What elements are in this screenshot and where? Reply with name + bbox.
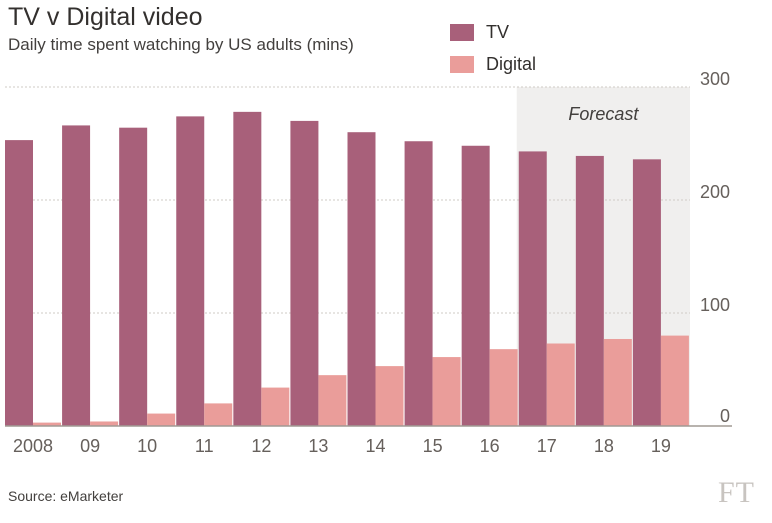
x-tick-label-11: 11 [195,436,214,456]
bar-tv-10 [119,127,148,427]
legend-swatch-digital [450,56,474,73]
forecast-label: Forecast [568,104,639,124]
bar-digital-17 [546,343,575,426]
bar-tv-18 [575,155,604,426]
x-tick-label-12: 12 [251,436,271,456]
legend-item-tv: TV [450,22,509,43]
x-tick-label-2008: 2008 [13,436,53,456]
bar-tv-14 [347,132,376,426]
bar-digital-15 [432,357,461,426]
bar-digital-2008 [33,422,61,426]
bar-digital-18 [603,338,632,426]
bar-digital-12 [261,387,290,426]
ft-logo: FT [718,476,756,509]
bar-tv-13 [290,120,319,427]
bar-tv-12 [233,111,262,427]
bar-tv-11 [176,116,205,426]
bar-tv-09 [62,125,91,427]
x-tick-label-18: 18 [594,436,614,456]
chart-title: TV v Digital video [8,3,203,31]
legend-label-tv: TV [486,22,510,42]
bar-tv-19 [632,159,661,426]
y-tick-label-200: 200 [700,182,730,202]
bar-digital-16 [489,349,518,426]
bar-digital-10 [147,413,176,426]
x-tick-label-16: 16 [480,436,500,456]
legend-item-digital: Digital [450,54,536,75]
bar-tv-16 [461,145,490,426]
x-tick-label-13: 13 [308,436,328,456]
x-tick-label-15: 15 [423,436,443,456]
y-tick-label-300: 300 [700,69,730,89]
x-tick-label-19: 19 [651,436,671,456]
source-note: Source: eMarketer [8,488,124,504]
bar-digital-09 [90,421,119,426]
legend-swatch-tv [450,24,474,41]
chart-subtitle: Daily time spent watching by US adults (… [8,35,354,54]
x-tick-label-14: 14 [365,436,385,456]
bar-tv-2008 [5,140,33,427]
bar-digital-14 [375,366,404,426]
x-tick-label-10: 10 [137,436,157,456]
bar-digital-19 [660,335,689,426]
bar-tv-17 [518,151,547,426]
legend-label-digital: Digital [486,54,537,74]
bar-digital-11 [204,403,233,426]
x-tick-label-09: 09 [80,436,100,456]
y-tick-label-100: 100 [700,295,730,315]
bar-digital-13 [318,375,347,426]
bar-tv-15 [404,141,433,427]
y-tick-label-0: 0 [720,406,730,426]
x-tick-label-17: 17 [537,436,557,456]
